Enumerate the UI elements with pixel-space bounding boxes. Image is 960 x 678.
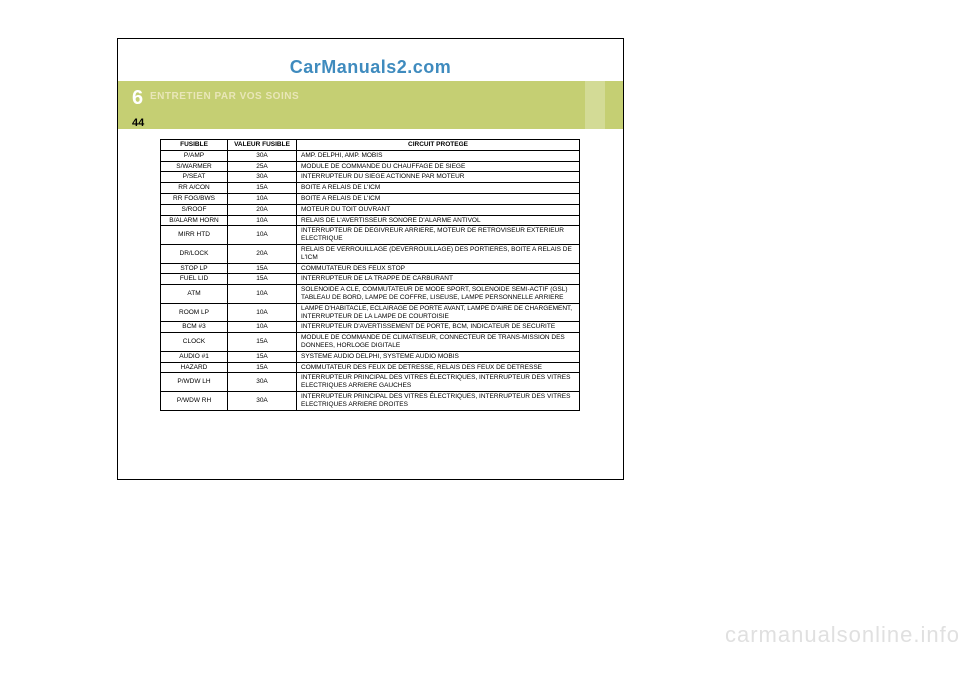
- cell-rating: 10A: [228, 322, 297, 333]
- watermark-bottom: carmanualsonline.info: [725, 622, 960, 648]
- cell-fuse: BCM #3: [161, 322, 228, 333]
- table-row: P/SEAT30AINTERRUPTEUR DU SIEGE ACTIONNE …: [161, 172, 580, 183]
- table-header-row: FUSIBLE VALEUR FUSIBLE CIRCUIT PROTEGE: [161, 140, 580, 151]
- cell-circuit: MODULE DE COMMANDE DU CHAUFFAGE DE SIEGE: [297, 161, 580, 172]
- table-row: STOP LP15ACOMMUTATEUR DES FEUX STOP: [161, 263, 580, 274]
- cell-fuse: CLOCK: [161, 333, 228, 352]
- cell-rating: 20A: [228, 244, 297, 263]
- fuse-table-body: P/AMP30AAMP. DELPHI, AMP. MOBISS/WARMER2…: [161, 150, 580, 410]
- cell-fuse: HAZARD: [161, 362, 228, 373]
- table-row: S/ROOF20AMOTEUR DU TOIT OUVRANT: [161, 204, 580, 215]
- cell-fuse: ROOM LP: [161, 303, 228, 322]
- fuse-table: FUSIBLE VALEUR FUSIBLE CIRCUIT PROTEGE P…: [160, 139, 580, 411]
- cell-fuse: FUEL LID: [161, 274, 228, 285]
- cell-circuit: INTERRUPTEUR PRINCIPAL DES VITRES ÉLECTR…: [297, 391, 580, 410]
- table-row: MIRR HTD10AINTERRUPTEUR DE DEGIVREUR ARR…: [161, 226, 580, 245]
- col-header-fuse: FUSIBLE: [161, 140, 228, 151]
- table-row: CLOCK15AMODULE DE COMMANDE DE CLIMATISEU…: [161, 333, 580, 352]
- cell-circuit: INTERRUPTEUR DE LA TRAPPE DE CARBURANT: [297, 274, 580, 285]
- table-row: ATM10ASOLENOIDE A CLE, COMMUTATEUR DE MO…: [161, 285, 580, 304]
- table-row: P/WDW RH30AINTERRUPTEUR PRINCIPAL DES VI…: [161, 391, 580, 410]
- cell-fuse: P/WDW RH: [161, 391, 228, 410]
- cell-fuse: MIRR HTD: [161, 226, 228, 245]
- col-header-rating: VALEUR FUSIBLE: [228, 140, 297, 151]
- cell-circuit: SOLENOIDE A CLE, COMMUTATEUR DE MODE SPO…: [297, 285, 580, 304]
- cell-rating: 10A: [228, 215, 297, 226]
- table-row: HAZARD15ACOMMUTATEUR DES FEUX DE DETRESS…: [161, 362, 580, 373]
- fuse-table-wrap: FUSIBLE VALEUR FUSIBLE CIRCUIT PROTEGE P…: [160, 139, 580, 411]
- cell-rating: 15A: [228, 351, 297, 362]
- cell-rating: 30A: [228, 391, 297, 410]
- cell-circuit: INTERRUPTEUR DE DEGIVREUR ARRIERE, MOTEU…: [297, 226, 580, 245]
- cell-fuse: ATM: [161, 285, 228, 304]
- table-row: P/WDW LH30AINTERRUPTEUR PRINCIPAL DES VI…: [161, 373, 580, 392]
- cell-circuit: COMMUTATEUR DES FEUX DE DETRESSE, RELAIS…: [297, 362, 580, 373]
- cell-rating: 15A: [228, 333, 297, 352]
- table-row: BCM #310AINTERRUPTEUR D'AVERTISSEMENT DE…: [161, 322, 580, 333]
- cell-circuit: SYSTEME AUDIO DELPHI, SYSTEME AUDIO MOBI…: [297, 351, 580, 362]
- table-row: AUDIO #115ASYSTEME AUDIO DELPHI, SYSTEME…: [161, 351, 580, 362]
- cell-fuse: P/AMP: [161, 150, 228, 161]
- cell-rating: 30A: [228, 172, 297, 183]
- cell-rating: 10A: [228, 193, 297, 204]
- table-row: RR FOG/BWS10ABOITE A RELAIS DE L'ICM: [161, 193, 580, 204]
- cell-circuit: RELAIS DE VERROUILLAGE (DEVERROUILLAGE) …: [297, 244, 580, 263]
- cell-circuit: MODULE DE COMMANDE DE CLIMATISEUR, CONNE…: [297, 333, 580, 352]
- table-row: ROOM LP10ALAMPE D'HABITACLE, ECLAIRAGE D…: [161, 303, 580, 322]
- cell-circuit: MOTEUR DU TOIT OUVRANT: [297, 204, 580, 215]
- cell-circuit: INTERRUPTEUR PRINCIPAL DES VITRES ÉLECTR…: [297, 373, 580, 392]
- cell-fuse: STOP LP: [161, 263, 228, 274]
- table-row: B/ALARM HORN10ARELAIS DE L'AVERTISSEUR S…: [161, 215, 580, 226]
- table-row: DR/LOCK20ARELAIS DE VERROUILLAGE (DEVERR…: [161, 244, 580, 263]
- cell-circuit: AMP. DELPHI, AMP. MOBIS: [297, 150, 580, 161]
- header-band: [118, 81, 623, 129]
- cell-fuse: DR/LOCK: [161, 244, 228, 263]
- manual-page: CarManuals2.com 6 ENTRETIEN PAR VOS SOIN…: [117, 38, 624, 480]
- cell-circuit: RELAIS DE L'AVERTISSEUR SONORE D'ALARME …: [297, 215, 580, 226]
- cell-fuse: RR A/CON: [161, 183, 228, 194]
- cell-rating: 25A: [228, 161, 297, 172]
- cell-rating: 10A: [228, 285, 297, 304]
- cell-rating: 15A: [228, 274, 297, 285]
- cell-rating: 30A: [228, 373, 297, 392]
- cell-circuit: COMMUTATEUR DES FEUX STOP: [297, 263, 580, 274]
- cell-fuse: RR FOG/BWS: [161, 193, 228, 204]
- cell-rating: 15A: [228, 183, 297, 194]
- cell-circuit: INTERRUPTEUR DU SIEGE ACTIONNE PAR MOTEU…: [297, 172, 580, 183]
- cell-fuse: S/ROOF: [161, 204, 228, 215]
- page-number: 44: [132, 117, 144, 129]
- cell-fuse: S/WARMER: [161, 161, 228, 172]
- table-row: FUEL LID15AINTERRUPTEUR DE LA TRAPPE DE …: [161, 274, 580, 285]
- table-row: RR A/CON15ABOITE A RELAIS DE L'ICM: [161, 183, 580, 194]
- watermark-top: CarManuals2.com: [118, 57, 623, 78]
- cell-circuit: BOITE A RELAIS DE L'ICM: [297, 183, 580, 194]
- table-row: S/WARMER25AMODULE DE COMMANDE DU CHAUFFA…: [161, 161, 580, 172]
- cell-rating: 15A: [228, 263, 297, 274]
- cell-fuse: AUDIO #1: [161, 351, 228, 362]
- cell-circuit: INTERRUPTEUR D'AVERTISSEMENT DE PORTE, B…: [297, 322, 580, 333]
- cell-rating: 10A: [228, 303, 297, 322]
- cell-rating: 10A: [228, 226, 297, 245]
- cell-rating: 20A: [228, 204, 297, 215]
- cell-circuit: BOITE A RELAIS DE L'ICM: [297, 193, 580, 204]
- table-row: P/AMP30AAMP. DELPHI, AMP. MOBIS: [161, 150, 580, 161]
- cell-rating: 15A: [228, 362, 297, 373]
- cell-fuse: B/ALARM HORN: [161, 215, 228, 226]
- cell-fuse: P/SEAT: [161, 172, 228, 183]
- section-title: ENTRETIEN PAR VOS SOINS: [150, 91, 299, 102]
- col-header-circuit: CIRCUIT PROTEGE: [297, 140, 580, 151]
- cell-rating: 30A: [228, 150, 297, 161]
- cell-fuse: P/WDW LH: [161, 373, 228, 392]
- cell-circuit: LAMPE D'HABITACLE, ECLAIRAGE DE PORTE AV…: [297, 303, 580, 322]
- chapter-number: 6: [132, 87, 143, 110]
